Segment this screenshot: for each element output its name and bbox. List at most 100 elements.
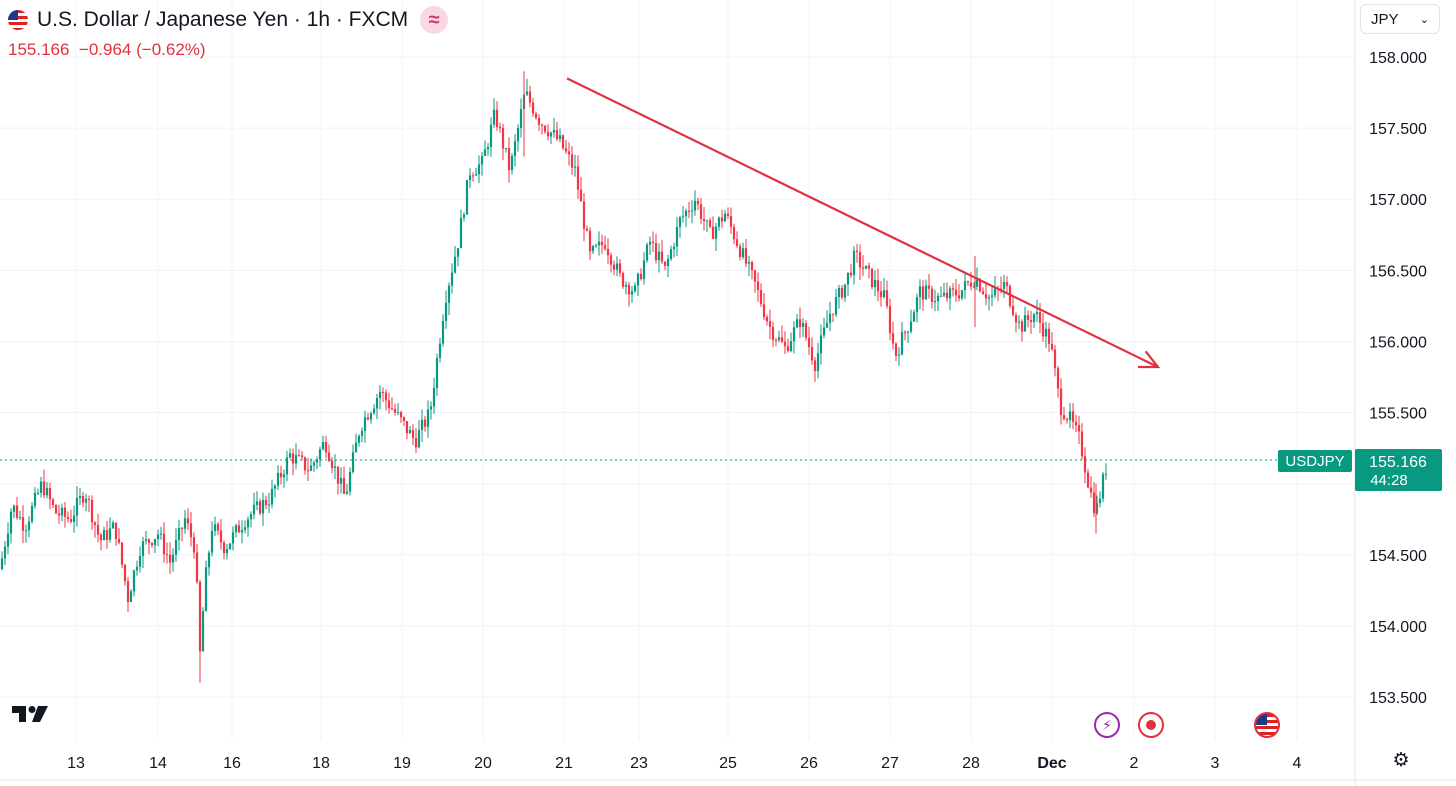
candle-down <box>810 346 814 361</box>
candle-up <box>3 546 7 559</box>
candle-down <box>768 321 772 327</box>
candle-down <box>1059 388 1063 416</box>
candle-down <box>1026 315 1030 320</box>
candle-down <box>783 341 787 347</box>
candle-up <box>420 419 424 430</box>
candle-up <box>1023 315 1027 332</box>
currency-select[interactable]: JPY ⌄ <box>1360 4 1440 34</box>
candle-up <box>834 297 838 315</box>
candle-up <box>975 279 979 287</box>
time-tick-label: 3 <box>1211 755 1220 772</box>
lightning-icon[interactable]: ⚡ <box>1094 712 1120 738</box>
candle-up <box>72 515 76 522</box>
candle-up <box>228 543 232 550</box>
candle-up <box>75 497 79 516</box>
price-tick-label: 156.000 <box>1369 334 1427 351</box>
candle-up <box>294 455 298 464</box>
candle-up <box>486 147 490 150</box>
candle-down <box>618 263 622 273</box>
candle-up <box>882 290 886 298</box>
candle-down <box>69 519 73 522</box>
candle-up <box>267 504 271 506</box>
candle-down <box>984 294 988 299</box>
us-flag-icon <box>8 10 28 30</box>
candle-down <box>195 552 199 582</box>
candle-down <box>114 522 118 539</box>
candle-down <box>576 166 580 190</box>
candle-up <box>480 155 484 165</box>
candle-up <box>210 530 214 553</box>
candle-up <box>408 430 412 434</box>
candle-down <box>66 516 70 520</box>
candle-up <box>276 472 280 486</box>
candle-down <box>1038 312 1042 323</box>
candle-up <box>909 321 913 332</box>
trendline[interactable] <box>566 77 1159 369</box>
candle-up <box>240 529 244 533</box>
trendline-drawing[interactable] <box>566 77 1161 369</box>
symbol-title[interactable]: U.S. Dollar / Japanese Yen · 1h · FXCM <box>37 8 409 31</box>
candle-down <box>387 400 391 409</box>
candle-up <box>474 174 478 176</box>
candle-up <box>645 244 649 261</box>
symbol-header[interactable]: U.S. Dollar / Japanese Yen · 1h · FXCM ≈ <box>8 6 449 34</box>
candle-down <box>1083 456 1087 473</box>
candle-down <box>264 500 268 506</box>
candle-up <box>252 504 256 515</box>
price-tick-label: 153.500 <box>1369 690 1427 707</box>
candle-down <box>327 452 331 461</box>
candle-up <box>489 124 493 148</box>
candle-up <box>1095 503 1099 514</box>
candle-down <box>1011 306 1015 315</box>
candle-down <box>534 113 538 118</box>
candle-up <box>591 246 595 252</box>
candle-up <box>312 462 316 466</box>
candle-up <box>549 132 553 137</box>
price-tick-label: 155.500 <box>1369 406 1427 423</box>
candle-up <box>675 226 679 247</box>
time-tick-label: 2 <box>1130 755 1139 772</box>
candle-down <box>57 513 61 516</box>
candle-down <box>279 472 283 478</box>
candle-down <box>729 216 733 227</box>
candle-up <box>447 285 451 303</box>
candle-up <box>573 166 577 168</box>
record-icon[interactable] <box>1138 712 1164 738</box>
candle-down <box>423 419 427 427</box>
candle-up <box>819 335 823 354</box>
price-axis[interactable]: 158.000 157.500 157.000 156.500 156.000 155.5… <box>1354 0 1427 786</box>
candle-up <box>852 250 856 276</box>
settings-gear-icon[interactable]: ⚙ <box>1392 750 1410 771</box>
candle-up <box>429 406 433 410</box>
candle-up <box>84 498 88 503</box>
candle-up <box>444 302 448 321</box>
candle-down <box>930 288 934 303</box>
candle-up <box>1101 474 1105 499</box>
candle-up <box>987 297 991 299</box>
candle-up <box>132 570 136 592</box>
candle-down <box>750 261 754 271</box>
tradingview-logo[interactable] <box>12 703 54 725</box>
candle-up <box>24 530 28 532</box>
candle-down <box>162 533 166 555</box>
candle-down <box>1077 425 1081 432</box>
candle-up <box>510 155 514 171</box>
candle-down <box>81 496 85 503</box>
candle-up <box>174 539 178 555</box>
candle-down <box>759 290 763 305</box>
candle-up <box>204 567 208 612</box>
us-flag-event-icon[interactable] <box>1254 712 1280 738</box>
candle-up <box>1017 321 1021 323</box>
candle-up <box>201 611 205 652</box>
candle-down <box>651 241 655 244</box>
candle-up <box>519 109 523 129</box>
candle-down <box>402 417 406 421</box>
candle-up <box>828 313 832 323</box>
candle-down <box>99 534 103 541</box>
candle-up <box>333 466 337 468</box>
candle-down <box>324 442 328 453</box>
candle-up <box>630 291 634 295</box>
time-axis[interactable]: 13 14 16 18 19 20 21 23 25 26 27 28 Dec 2 3 4 <box>0 755 1456 781</box>
wave-icon[interactable]: ≈ <box>420 6 449 34</box>
